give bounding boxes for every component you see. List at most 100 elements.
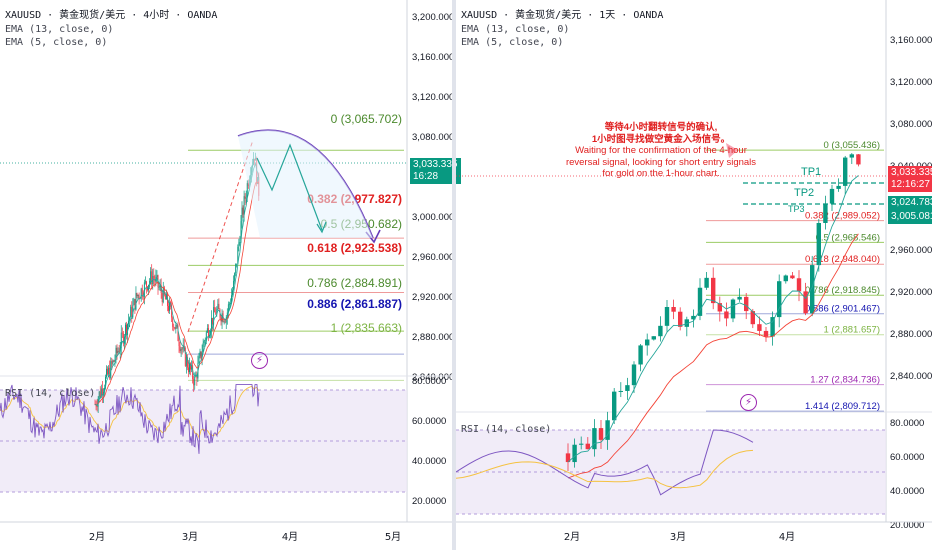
candle-body (122, 333, 124, 344)
candle-body (592, 428, 597, 450)
fib-level-label: 0 (3,065.702) (331, 112, 402, 126)
candle-body (645, 339, 650, 346)
ema13-legend[interactable]: EMA (13, close, 0) (5, 23, 114, 35)
candle-body (234, 273, 236, 281)
candle-body (205, 332, 207, 340)
candle-body (191, 365, 193, 370)
price-axis-label: 2,960.000 (412, 252, 452, 263)
candle-body (100, 388, 102, 397)
candle-body (224, 321, 226, 323)
candle-body (228, 303, 230, 305)
candle-body (730, 299, 736, 319)
symbol-title[interactable]: XAUUSD · 黄金现货/美元 · 1天 · OANDA (461, 10, 664, 21)
candle-body (149, 281, 151, 285)
fib-level-label: 0.5 (2,968.546) (816, 232, 880, 243)
tp-label: TP2 (794, 187, 814, 199)
rsi-legend[interactable]: RSI (14, close) (461, 424, 552, 435)
chart-4h-panel[interactable]: 3,200.0003,160.0003,120.0003,080.0003,04… (0, 0, 461, 550)
candle-body (605, 420, 610, 440)
price-axis-label: 2,920.000 (412, 292, 452, 303)
chart-4h-canvas[interactable]: 3,200.0003,160.0003,120.0003,080.0003,04… (0, 0, 452, 550)
candle-body (206, 328, 208, 333)
candle-body (132, 305, 134, 318)
current-price-tag: 3,033.335 12:16:27 (888, 166, 932, 192)
candle-body (829, 188, 835, 204)
candle-body (190, 363, 191, 370)
ema5-legend[interactable]: EMA (5, close, 0) (461, 37, 564, 48)
ema5-legend[interactable]: EMA (5, close, 0) (5, 37, 108, 48)
candle-body (217, 303, 219, 310)
candle-body (99, 391, 101, 397)
candle-body (137, 294, 139, 297)
candle-body (134, 299, 136, 310)
alert-flash-icon[interactable]: ⚡ (251, 352, 268, 369)
rsi-legend[interactable]: RSI (14, close) (5, 388, 96, 399)
candle-body (770, 317, 775, 337)
candle-body (230, 303, 231, 305)
tp-label: TP1 (801, 166, 821, 178)
candle-body (849, 154, 854, 158)
candle-body (158, 287, 160, 288)
candle-body (744, 296, 749, 312)
candle-body (226, 312, 228, 318)
price-axis-label: 2,840.000 (412, 372, 452, 383)
ema13-legend[interactable]: EMA (13, close, 0) (461, 23, 570, 35)
current-price-value: 3,033.335 (891, 167, 932, 178)
price-axis-label: 2,960.000 (890, 245, 932, 256)
candle-body (810, 265, 815, 314)
candle-body (783, 275, 788, 282)
chart-1d-canvas[interactable]: 3,160.0003,120.0003,080.0003,040.0003,00… (456, 0, 932, 550)
candle-body (216, 309, 218, 315)
tp-label: TP3 (788, 204, 805, 214)
candle-body (114, 359, 116, 362)
candle-body (664, 307, 670, 326)
symbol-title[interactable]: XAUUSD · 黄金现货/美元 · 4小时 · OANDA (5, 10, 218, 21)
price-axis-label: 3,120.000 (890, 77, 932, 88)
candle-body (174, 327, 176, 330)
candle-body (585, 443, 590, 450)
chart-1d-panel[interactable]: 3,160.0003,120.0003,080.0003,040.0003,00… (456, 0, 932, 550)
candle-body (113, 360, 115, 362)
candle-body (203, 341, 205, 343)
projected-path (256, 143, 323, 231)
candle-body (116, 347, 118, 354)
candle-body (146, 281, 147, 287)
tp2-price-tag: 3,024.783 (888, 196, 932, 210)
candle-body (142, 296, 144, 298)
candle-body (185, 356, 187, 366)
candle-body (182, 345, 184, 350)
time-axis-label: 2月 (89, 531, 105, 543)
candle-body (202, 342, 204, 353)
candle-body (140, 288, 142, 299)
candle-body (184, 347, 186, 366)
time-axis-label: 2月 (564, 531, 580, 543)
price-axis-label: 3,080.000 (890, 119, 932, 130)
panel-divider[interactable] (452, 0, 456, 550)
candle-body (796, 278, 802, 292)
fib-level-label: 0.786 (2,918.845) (805, 285, 880, 296)
ema13-line (567, 233, 859, 479)
alert-flash-icon[interactable]: ⚡ (740, 394, 757, 411)
rsi-axis-label: 40.0000 (890, 486, 924, 497)
candle-body (138, 294, 140, 299)
candle-body (763, 330, 769, 337)
fib-level-label: 1.27 (2,834.736) (810, 375, 880, 386)
candle-body (214, 307, 216, 313)
projected-arrowhead (316, 221, 327, 234)
candle-body (129, 317, 131, 321)
current-price-value: 3,033.335 (413, 159, 458, 170)
candle-body (625, 385, 630, 391)
ema5-line (567, 175, 859, 463)
candle-body (245, 196, 247, 199)
note-line: 1小时图寻找做空黄金入场信号。 (591, 133, 731, 145)
candle-body (104, 387, 105, 392)
candle-body (177, 325, 179, 341)
note-line: 等待4小时翻转信号的确认, (604, 122, 718, 133)
candle-body (96, 406, 98, 408)
analysis-note: 等待4小时翻转信号的确认, 1小时图寻找做空黄金入场信号。 Waiting fo… (516, 122, 806, 180)
ema13-line (94, 181, 260, 406)
candle-body (175, 324, 177, 330)
candle-body (173, 326, 175, 328)
candle-body (243, 196, 245, 215)
candle-body (162, 287, 164, 303)
